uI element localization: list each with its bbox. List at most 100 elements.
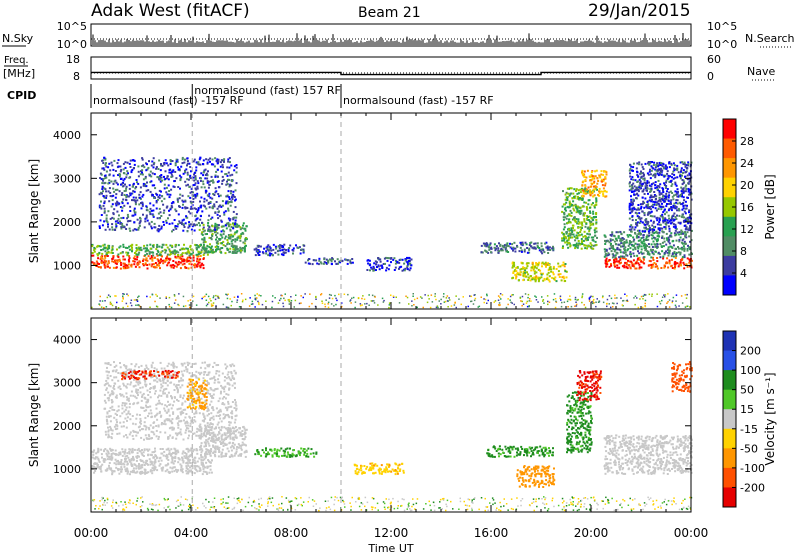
data-cell — [229, 204, 232, 207]
data-cell — [115, 266, 118, 269]
data-cell — [685, 184, 688, 187]
data-cell — [181, 469, 183, 472]
data-cell — [676, 199, 679, 202]
data-cell — [128, 227, 131, 230]
data-cell — [292, 247, 295, 250]
data-cell — [656, 219, 659, 222]
data-cell — [123, 258, 126, 261]
data-cell — [220, 170, 223, 173]
data-cell — [137, 175, 140, 178]
ground-scatter-cell — [644, 305, 647, 308]
data-cell — [153, 462, 156, 465]
data-cell — [657, 164, 660, 167]
data-cell — [175, 468, 177, 471]
data-cell — [643, 256, 646, 259]
data-cell — [186, 260, 189, 263]
data-cell — [214, 224, 217, 227]
data-cell — [282, 246, 285, 248]
ground-scatter-cell — [315, 298, 317, 300]
data-cell — [129, 219, 132, 222]
data-cell — [671, 206, 674, 209]
data-cell — [150, 180, 153, 183]
data-cell — [646, 250, 649, 253]
data-cell — [577, 189, 580, 192]
ground-scatter-cell — [438, 300, 440, 302]
data-cell — [97, 459, 100, 462]
data-cell — [561, 231, 564, 234]
data-cell — [636, 254, 639, 257]
ground-scatter-cell — [643, 293, 646, 296]
data-cell — [103, 202, 106, 205]
data-cell — [220, 230, 223, 233]
data-cell — [194, 187, 197, 190]
data-cell — [685, 226, 688, 229]
data-cell — [182, 460, 185, 463]
data-cell — [591, 192, 594, 195]
data-cell — [180, 221, 183, 224]
data-cell — [684, 185, 687, 188]
data-cell — [298, 246, 301, 249]
data-cell — [646, 228, 648, 231]
data-cell — [631, 264, 634, 267]
data-cell — [111, 223, 114, 226]
data-cell — [107, 166, 110, 169]
data-cell — [197, 207, 200, 210]
ground-scatter-cell — [510, 301, 512, 304]
data-cell — [142, 264, 145, 267]
ground-scatter-cell — [560, 299, 562, 301]
data-cell — [227, 201, 230, 204]
data-cell — [175, 158, 178, 161]
data-cell — [592, 188, 595, 191]
data-cell — [105, 194, 108, 197]
data-cell — [102, 244, 105, 247]
data-cell — [188, 221, 191, 224]
data-cell — [111, 248, 114, 251]
data-cell — [156, 249, 159, 252]
data-cell — [154, 187, 157, 190]
data-cell — [232, 222, 234, 225]
data-cell — [277, 253, 280, 256]
data-cell — [108, 467, 111, 470]
ground-scatter-cell — [295, 294, 297, 296]
data-cell — [165, 249, 168, 252]
data-cell — [103, 458, 106, 460]
data-cell — [119, 170, 122, 173]
data-cell — [632, 248, 635, 251]
data-cell — [561, 210, 564, 213]
data-cell — [614, 237, 617, 240]
data-cell — [141, 459, 144, 462]
data-cell — [100, 448, 103, 451]
data-cell — [151, 160, 154, 163]
data-cell — [122, 265, 125, 268]
ground-scatter-cell — [133, 299, 136, 301]
data-cell — [256, 249, 259, 252]
data-cell — [121, 222, 124, 225]
data-cell — [546, 263, 549, 266]
data-cell — [661, 236, 663, 239]
data-cell — [190, 266, 193, 269]
data-cell — [520, 250, 523, 253]
data-cell — [289, 244, 292, 247]
data-cell — [594, 234, 597, 237]
data-cell — [116, 210, 119, 213]
data-cell — [570, 187, 573, 190]
data-cell — [562, 218, 565, 221]
data-cell — [127, 172, 129, 175]
ground-scatter-cell — [642, 298, 644, 300]
data-cell — [139, 191, 142, 194]
y-tick-label: 2000 — [53, 216, 81, 229]
data-cell — [619, 230, 622, 233]
data-cell — [518, 279, 520, 282]
data-cell — [686, 174, 689, 177]
data-cell — [667, 214, 670, 217]
data-cell — [106, 455, 109, 458]
data-cell — [527, 279, 530, 281]
data-cell — [177, 254, 180, 257]
data-cell — [126, 161, 129, 164]
data-cell — [131, 246, 133, 249]
ground-scatter-cell — [204, 295, 206, 298]
data-cell — [136, 258, 138, 261]
data-cell — [393, 269, 396, 271]
data-cell — [148, 263, 151, 266]
ground-scatter-cell — [494, 300, 497, 302]
